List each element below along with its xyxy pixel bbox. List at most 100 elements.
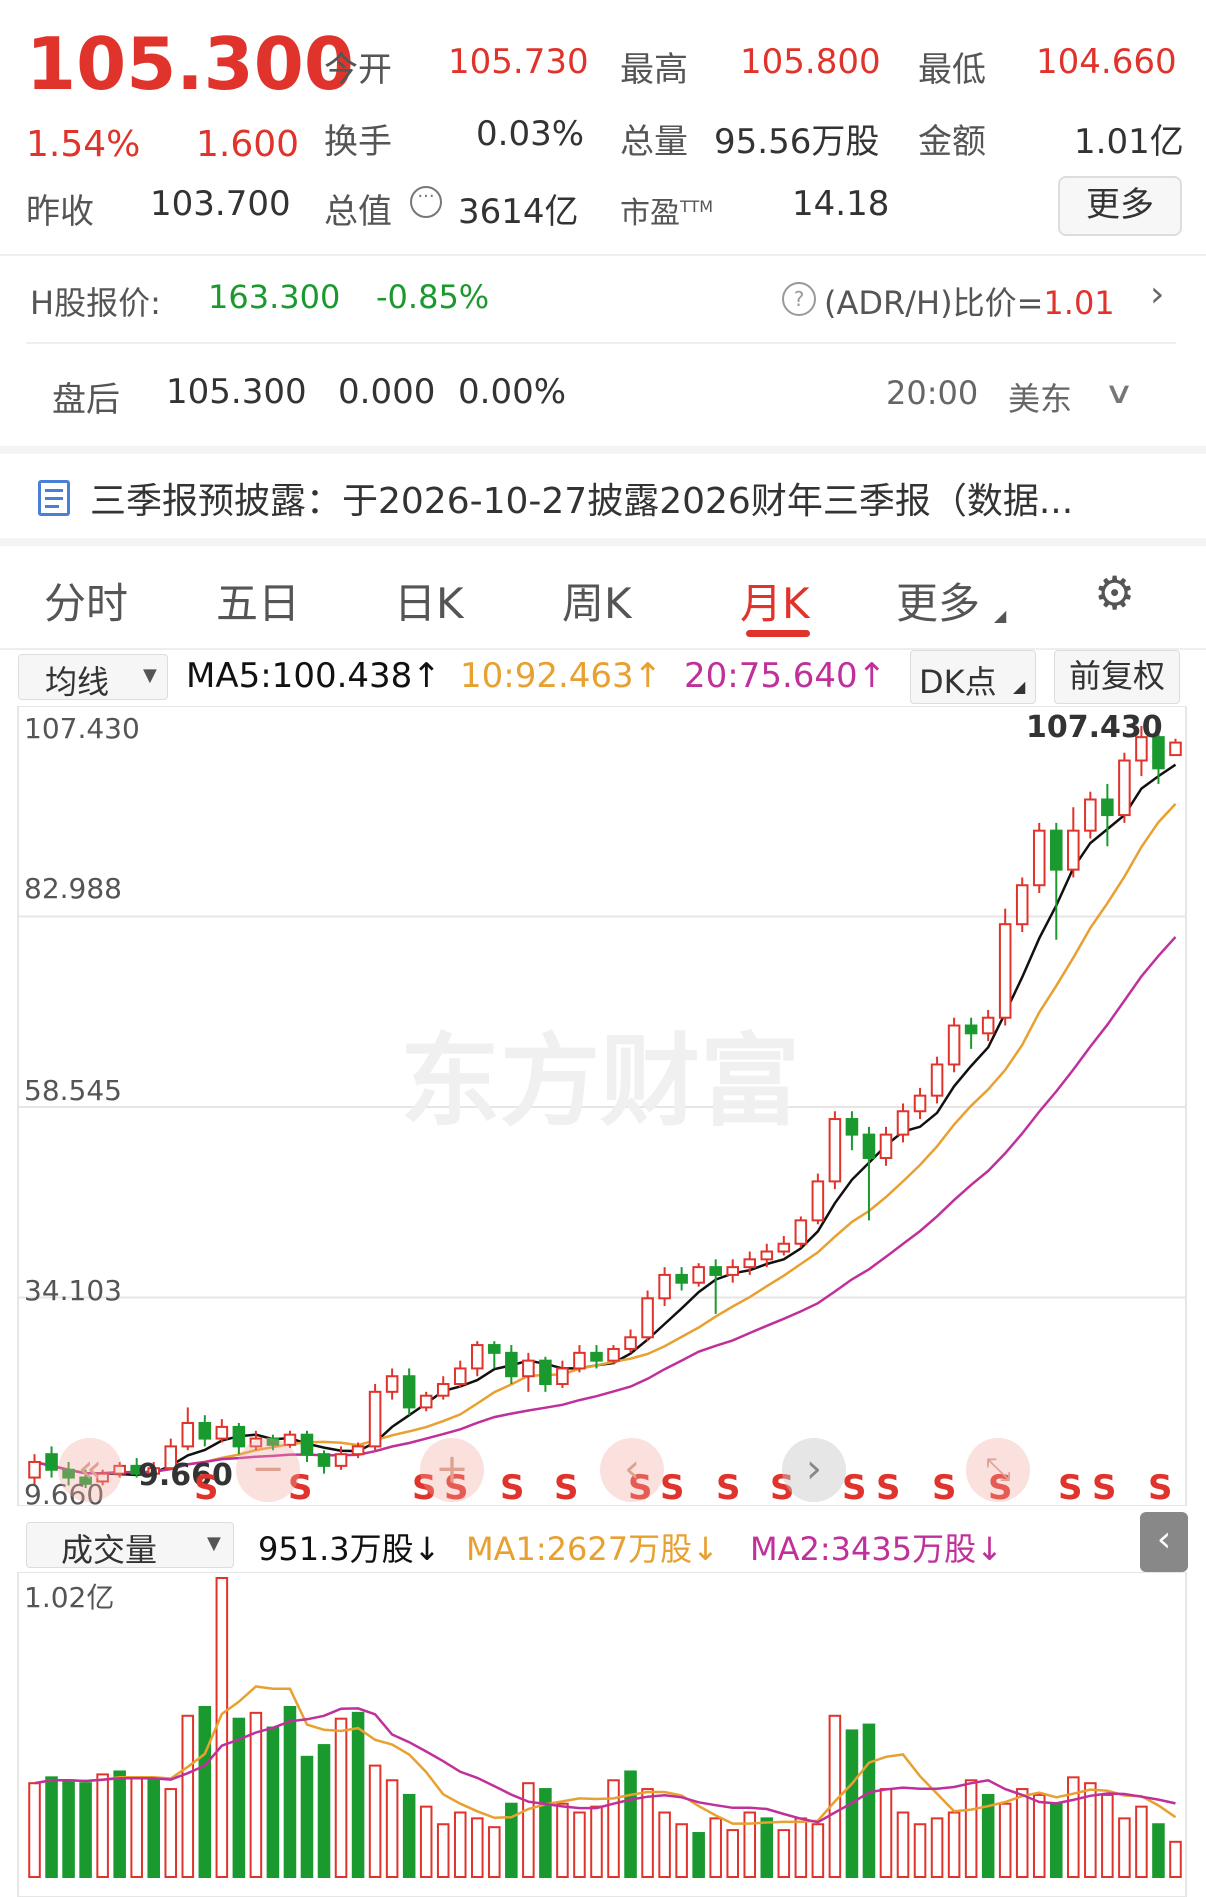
caret-icon: ◢ <box>1013 677 1026 696</box>
ma5-value: MA5:100.438↑ <box>186 656 441 696</box>
volume-bar <box>232 1717 246 1878</box>
indicator-select[interactable]: 均线 ▼ <box>18 654 168 701</box>
tab-active-indicator <box>746 630 810 637</box>
tab-monthly-k[interactable]: 月K <box>740 579 810 628</box>
volume-bar <box>573 1811 586 1879</box>
candle-body <box>726 1266 739 1276</box>
volume-bar <box>419 1805 433 1879</box>
help-icon[interactable]: ? <box>782 282 816 316</box>
candle-body <box>964 1024 978 1035</box>
tab-intraday[interactable]: 分时 <box>44 579 129 628</box>
volume-indicator-label: 成交量 <box>61 1531 158 1569</box>
open-value: 105.730 <box>448 42 589 82</box>
volume-bar <box>930 1817 944 1878</box>
candle-body <box>283 1433 297 1446</box>
fullscreen-icon[interactable]: ⤡ <box>966 1438 1030 1502</box>
candle-body <box>522 1359 535 1378</box>
tab-five-day[interactable]: 五日 <box>216 579 301 628</box>
candle-body <box>590 1351 603 1362</box>
candle-body <box>436 1383 450 1397</box>
volume-bar <box>607 1779 620 1878</box>
candle-body <box>28 1460 41 1479</box>
caret-down-icon: ▼ <box>207 1533 221 1554</box>
adr-ratio[interactable]: (ADR/H)比价=1.01 <box>824 278 1115 324</box>
volume-bar <box>283 1705 297 1878</box>
candle-body <box>215 1425 229 1440</box>
candle-body <box>1084 798 1097 832</box>
volume-bar <box>249 1711 263 1878</box>
dk-point-label: DK点 <box>919 663 997 701</box>
notice-text[interactable]: 三季报预披露：于2026-10-27披露2026财年三季报（数据... <box>90 481 1074 522</box>
volume-value: 95.56万股 <box>714 122 880 162</box>
collapse-panel-button[interactable]: ‹ <box>1140 1512 1188 1572</box>
volume-bar <box>488 1826 501 1879</box>
signal-marker: S <box>1092 1468 1117 1508</box>
divider <box>0 446 1206 454</box>
pe-ttm-sup: TTM <box>680 197 714 216</box>
y-tick-3: 58.545 <box>24 1074 122 1107</box>
volume-bar <box>862 1723 876 1878</box>
candle-body <box>573 1351 586 1370</box>
volume-bar <box>811 1823 825 1878</box>
zoom-out-icon[interactable]: − <box>236 1438 300 1502</box>
signal-marker: S <box>554 1468 579 1508</box>
volume-bar <box>1015 1788 1029 1878</box>
volume-bar <box>28 1782 41 1878</box>
candle-body <box>1169 741 1182 757</box>
ma10-line <box>34 803 1177 1475</box>
signal-marker: S <box>1148 1468 1173 1508</box>
volume-indicator-select[interactable]: 成交量 ▼ <box>26 1522 234 1569</box>
scroll-left-icon[interactable]: ‹ <box>600 1438 664 1502</box>
settings-gear-icon[interactable]: ⚙ <box>1094 566 1136 620</box>
tab-daily-k[interactable]: 日K <box>394 579 464 628</box>
volume-bar <box>1101 1793 1114 1878</box>
volume-bar <box>402 1793 416 1878</box>
candle-body <box>96 1472 109 1483</box>
candle-body <box>556 1367 569 1386</box>
volume-bar <box>130 1776 143 1878</box>
more-button[interactable]: 更多 <box>1058 176 1182 236</box>
afterhours-pct: 0.00% <box>458 372 567 412</box>
zoom-in-icon[interactable]: + <box>420 1438 484 1502</box>
volume-ma2-line <box>34 1707 1176 1824</box>
candle-body <box>419 1394 433 1409</box>
candle-body <box>402 1375 416 1409</box>
volume-bar <box>436 1823 450 1878</box>
scroll-right-icon[interactable]: › <box>782 1438 846 1502</box>
candle-body <box>249 1437 263 1448</box>
chevron-right-icon[interactable]: › <box>1150 274 1165 315</box>
signal-marker: S <box>412 1468 437 1508</box>
hshare-pct: -0.85% <box>376 278 490 316</box>
tab-weekly-k[interactable]: 周K <box>562 579 632 628</box>
volume-chart[interactable] <box>0 1572 1206 1897</box>
candle-body <box>607 1347 620 1362</box>
y-tick-min: 9.660 <box>24 1478 105 1511</box>
y-tick-2: 82.988 <box>24 872 122 905</box>
pe-label: 市盈TTM <box>620 188 713 232</box>
signal-marker: S <box>194 1468 219 1508</box>
indicator-select-label: 均线 <box>45 663 110 701</box>
volume-bar <box>1152 1823 1165 1878</box>
volume-bar <box>624 1770 637 1878</box>
candle-body <box>658 1273 671 1300</box>
tab-more[interactable]: 更多 <box>896 579 981 628</box>
candle-body <box>624 1336 637 1350</box>
dk-point-button[interactable]: DK点 ◢ <box>910 650 1036 704</box>
volume-bar <box>45 1776 58 1878</box>
volume-bar <box>658 1811 671 1879</box>
pe-value: 14.18 <box>792 184 890 224</box>
volume-bar <box>1135 1805 1148 1879</box>
candlestick-chart[interactable]: 东方财富 <box>0 706 1206 1506</box>
signal-marker: S <box>660 1468 685 1508</box>
scroll-left-fast-icon[interactable]: « <box>58 1438 122 1502</box>
candle-body <box>1135 736 1148 762</box>
more-dots-icon[interactable]: ··· <box>410 186 442 218</box>
adjust-button[interactable]: 前复权 <box>1054 650 1180 704</box>
volume-bar <box>879 1788 893 1878</box>
hshare-label: H股报价: <box>30 284 161 322</box>
candle-body <box>488 1344 501 1354</box>
adr-ratio-text: (ADR/H)比价= <box>824 284 1044 322</box>
candle-body <box>811 1180 825 1222</box>
chevron-down-icon[interactable]: ∨ <box>1103 376 1135 411</box>
candle-body <box>692 1266 705 1284</box>
